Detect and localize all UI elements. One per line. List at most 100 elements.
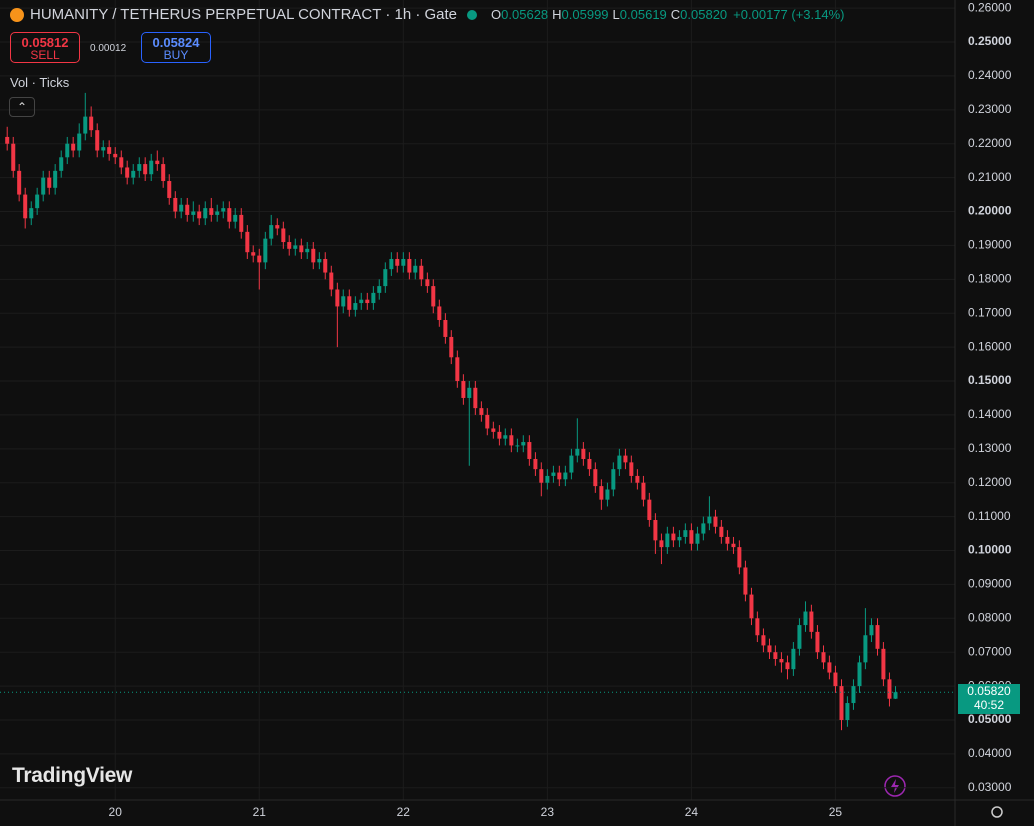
candle-body: [833, 672, 838, 687]
last-price-label: 0.05820 40:52: [958, 684, 1020, 715]
candle-body: [701, 523, 706, 534]
candle-body: [473, 387, 478, 409]
candle-body: [617, 455, 622, 470]
y-tick-label: 0.03000: [968, 780, 1012, 794]
candle-body: [395, 258, 400, 266]
sell-button[interactable]: 0.05812 SELL: [10, 32, 80, 63]
y-tick-label: 0.17000: [968, 305, 1012, 319]
x-tick-label: 22: [397, 805, 411, 819]
y-tick-label: 0.08000: [968, 610, 1012, 624]
candle-body: [593, 469, 598, 487]
candle-body: [461, 381, 466, 398]
candle-body: [359, 299, 364, 304]
candle-body: [485, 414, 490, 429]
y-tick-label: 0.15000: [968, 373, 1012, 387]
candle-body: [653, 520, 658, 541]
countdown: 40:52: [973, 698, 1005, 713]
candle-body: [737, 547, 742, 568]
ohlc-value: 0.05619: [619, 7, 667, 22]
candle-body: [425, 279, 430, 287]
candle-body: [413, 265, 418, 273]
candle-body: [449, 336, 454, 358]
candle-body: [689, 530, 694, 544]
candle-body: [17, 170, 22, 195]
candle-body: [29, 208, 34, 219]
candle-body: [869, 625, 874, 636]
collapse-button[interactable]: ⌃: [9, 97, 35, 117]
sell-label: SELL: [30, 48, 60, 62]
candle-body: [209, 208, 214, 215]
candle-body: [125, 167, 130, 178]
candle-body: [839, 686, 844, 720]
candle-body: [731, 543, 736, 548]
candle-body: [329, 272, 334, 290]
candle-body: [353, 303, 358, 310]
candle-body: [311, 248, 316, 263]
candle-body: [725, 536, 730, 544]
alert-bolt: [891, 779, 899, 793]
candle-body: [863, 635, 868, 663]
candle-body: [287, 242, 292, 249]
settings-icon[interactable]: [991, 806, 1003, 818]
status-dot: [467, 9, 478, 20]
candle-body: [185, 204, 190, 215]
indicator[interactable]: Vol · Ticks: [10, 75, 70, 90]
y-tick-label: 0.19000: [968, 238, 1012, 252]
candle-body: [713, 516, 718, 527]
candle-body: [845, 703, 850, 720]
candle-body: [191, 211, 196, 215]
candle-body: [317, 258, 322, 263]
y-tick-label: 0.23000: [968, 102, 1012, 116]
candle-body: [683, 530, 688, 537]
candle-body: [569, 455, 574, 473]
candle-body: [305, 248, 310, 253]
change: +0.00177 (+3.14%): [733, 7, 845, 22]
candle-body: [707, 516, 712, 524]
alert-icon[interactable]: [884, 775, 906, 797]
candle-body: [563, 472, 568, 480]
candle-body: [203, 208, 208, 219]
candle-body: [35, 194, 40, 209]
candle-body: [887, 679, 892, 699]
candle-body: [671, 533, 676, 541]
candle-body: [47, 177, 52, 188]
candle-body: [293, 245, 298, 249]
candle-body: [95, 130, 100, 151]
candle-body: [677, 536, 682, 541]
x-tick-label: 24: [685, 805, 699, 819]
y-tick-label: 0.10000: [968, 543, 1012, 557]
buy-button[interactable]: 0.05824 BUY: [141, 32, 211, 63]
candle-body: [611, 469, 616, 490]
candle-body: [161, 164, 166, 182]
candle-body: [815, 631, 820, 653]
candle-body: [503, 435, 508, 439]
candle-body: [623, 455, 628, 463]
candle-body: [749, 594, 754, 619]
candle-body: [365, 299, 370, 304]
candle-body: [893, 692, 898, 699]
sell-price: 0.05812: [21, 35, 69, 50]
y-tick-label: 0.04000: [968, 746, 1012, 760]
candle-body: [455, 357, 460, 382]
candle-body: [659, 540, 664, 548]
candle-body: [443, 320, 448, 337]
candle-body: [773, 652, 778, 659]
candle-body: [233, 214, 238, 222]
y-tick-label: 0.07000: [968, 644, 1012, 658]
candle-body: [797, 625, 802, 649]
candle-body: [719, 526, 724, 537]
candle-body: [65, 143, 70, 158]
buy-price: 0.05824: [152, 35, 200, 50]
candle-body: [521, 442, 526, 446]
candle-body: [557, 472, 562, 480]
candle-body: [275, 225, 280, 229]
candle-body: [809, 611, 814, 632]
candle-body: [821, 652, 826, 663]
candle-body: [299, 245, 304, 253]
candle-body: [227, 208, 232, 222]
candle-body: [143, 164, 148, 175]
candle-body: [437, 306, 442, 320]
ohlc-key: H: [552, 7, 562, 22]
